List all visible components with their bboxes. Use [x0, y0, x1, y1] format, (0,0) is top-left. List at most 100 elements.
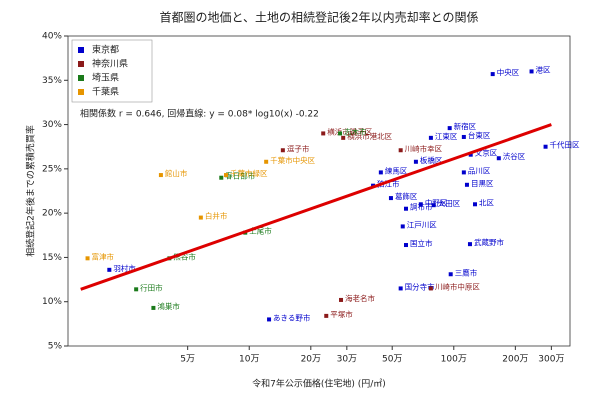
point-label: 富津市: [92, 251, 115, 261]
point: [413, 159, 418, 164]
point: [404, 243, 409, 248]
point: [388, 196, 393, 201]
x-tick-label: 30万: [337, 355, 357, 365]
point-label: 横浜市港北区: [347, 131, 392, 141]
point: [473, 202, 478, 207]
legend-box: [71, 39, 153, 103]
x-tick-label: 100万: [441, 355, 467, 365]
point-label: 江東区: [435, 131, 458, 141]
point-label: 狛江市: [377, 179, 400, 189]
point: [543, 144, 548, 149]
annotation: 相関係数 r = 0.646, 回帰直線: y = 0.08* log10(x)…: [80, 108, 319, 120]
point: [490, 72, 495, 77]
point: [461, 134, 466, 139]
point-label: 練馬区: [385, 165, 408, 175]
y-tick-label: 10%: [42, 297, 62, 307]
x-tick-label: 50万: [382, 355, 402, 365]
point-label: 熊谷市: [173, 251, 196, 261]
point: [468, 152, 473, 157]
y-tick-label: 35%: [42, 76, 62, 86]
x-tick-label: 10万: [239, 355, 259, 365]
x-tick-label: 300万: [538, 355, 564, 365]
point-label: 北区: [479, 198, 494, 207]
point-label: 渋谷区: [503, 151, 526, 161]
point: [338, 131, 343, 136]
point-label: 志木市: [344, 126, 367, 136]
point-label: 中央区: [497, 67, 520, 77]
point: [398, 148, 403, 153]
point: [224, 173, 229, 178]
point: [324, 313, 329, 318]
point-label: 三鷹市: [455, 267, 478, 277]
point: [496, 156, 501, 161]
point: [280, 148, 285, 153]
point: [418, 202, 423, 207]
point-label: 春日部市: [225, 171, 255, 181]
point: [198, 215, 203, 220]
point-label: 川崎市中原区: [435, 281, 480, 291]
legend-label: 千葉県: [92, 86, 119, 98]
point-label: 白井市: [205, 211, 228, 221]
point: [398, 286, 403, 291]
point-label: 新宿区: [454, 121, 477, 131]
point-label: 行田市: [140, 282, 163, 292]
point: [529, 69, 534, 74]
point: [464, 182, 469, 187]
point: [85, 256, 90, 261]
point-label: 千葉市緑区: [230, 168, 268, 178]
point-label: 川崎市幸区: [405, 143, 443, 153]
point-label: 調布市: [410, 202, 433, 212]
point-label: 江戸川区: [407, 220, 437, 229]
point: [431, 203, 436, 208]
y-tick-label: 5%: [48, 342, 63, 352]
x-tick-label: 200万: [502, 355, 528, 365]
chart-title: 首都圏の地価と、土地の相続登記後2年以内売却率との関係: [159, 10, 478, 25]
point: [461, 170, 466, 175]
point-label: 海老名市: [345, 293, 375, 303]
point: [341, 135, 346, 140]
point-label: 葛飾区: [395, 191, 418, 201]
point-label: 千葉市中央区: [270, 155, 315, 165]
point-label: 港区: [536, 64, 551, 74]
point-label: 台東区: [468, 130, 491, 140]
point-label: 逗子市: [287, 143, 310, 153]
legend-label: 神奈川県: [92, 58, 128, 70]
plot-frame: [67, 35, 571, 347]
point: [428, 135, 433, 140]
point: [448, 272, 453, 277]
y-tick-label: 40%: [42, 32, 62, 42]
point: [321, 131, 326, 136]
legend-label: 東京都: [92, 44, 119, 56]
point-label: 鴻巣市: [157, 301, 180, 311]
x-tick-label: 20万: [301, 355, 321, 365]
point: [378, 170, 383, 175]
y-tick-label: 25%: [42, 164, 62, 174]
point-label: 板橋区: [420, 155, 443, 165]
point: [428, 286, 433, 291]
point-label: 武蔵野市: [474, 237, 504, 247]
regression-line: [80, 123, 552, 291]
point-label: 国分寺市: [405, 281, 435, 291]
point: [219, 175, 224, 180]
point: [134, 287, 139, 292]
point-label: 目黒区: [471, 179, 494, 188]
point: [264, 159, 269, 164]
point-label: 横浜市磯子区: [327, 126, 372, 136]
point-label: 国立市: [410, 238, 433, 248]
point-label: 平塚市: [330, 309, 353, 319]
point: [107, 267, 112, 272]
point: [151, 305, 156, 310]
y-tick-label: 30%: [42, 120, 62, 130]
point: [158, 173, 163, 178]
point: [447, 126, 452, 131]
y-tick-label: 20%: [42, 209, 62, 219]
point: [339, 297, 344, 302]
legend-swatch: [78, 75, 84, 81]
point-label: 大田区: [438, 198, 461, 208]
point: [400, 224, 405, 229]
point-label: あきる野市: [273, 312, 311, 322]
legend-label: 埼玉県: [92, 72, 119, 84]
x-tick-label: 5万: [180, 355, 195, 365]
